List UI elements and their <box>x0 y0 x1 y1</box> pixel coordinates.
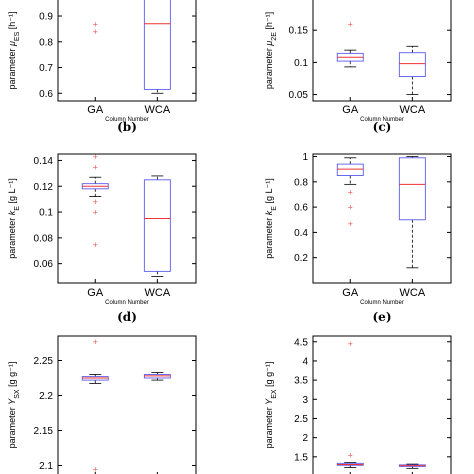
outlier-marker: + <box>92 153 98 161</box>
y-tick-label: 2.5 <box>294 414 308 425</box>
y-tick-label: 2.25 <box>34 356 54 367</box>
outlier-marker: + <box>92 163 98 171</box>
x-axis-label: Column Number <box>360 300 404 306</box>
y-tick-label: 2.15 <box>34 426 54 437</box>
box-iqr <box>398 52 426 77</box>
y-tick-label: 4 <box>302 356 308 367</box>
y-axis-label: parameter μES [h⁻¹] <box>7 11 21 89</box>
panel-caption: (e) <box>373 310 392 324</box>
x-axis-label: Column Number <box>105 300 149 306</box>
box-iqr <box>143 0 171 90</box>
outlier-marker: + <box>92 28 98 36</box>
y-axis-label: parameter YSX [g g⁻¹] <box>7 362 21 449</box>
plot-area-frame <box>312 335 452 474</box>
x-axis-label: Column Number <box>360 117 404 123</box>
outlier-marker: + <box>347 220 353 228</box>
y-tick-label: 0.9 <box>39 12 53 23</box>
panel-caption: (c) <box>373 120 392 134</box>
outlier-marker: + <box>92 20 98 28</box>
y-tick-label: 0.1 <box>39 208 53 219</box>
plot-area-frame <box>312 0 452 102</box>
panel-caption: (d) <box>117 310 137 324</box>
panel-caption: (b) <box>117 120 137 134</box>
y-tick-label: 1 <box>302 152 308 163</box>
y-tick-label: 0.8 <box>294 177 308 188</box>
x-category-label: GA <box>342 104 359 116</box>
plot-area-frame <box>57 335 197 474</box>
plot-area-frame <box>57 0 197 102</box>
y-axis-label: parameter kE [g L⁻¹] <box>264 178 278 258</box>
outlier-marker: + <box>347 340 353 348</box>
y-tick-label: 2.1 <box>39 461 53 472</box>
y-tick-label: 0.6 <box>294 203 308 214</box>
outlier-marker: + <box>92 241 98 249</box>
box-iqr <box>336 163 364 176</box>
y-tick-label: 0.2 <box>294 253 308 264</box>
y-tick-label: 4.5 <box>294 337 308 348</box>
outlier-marker: + <box>347 451 353 459</box>
outlier-marker: + <box>347 20 353 28</box>
y-tick-label: 0.4 <box>294 228 308 239</box>
x-category-label: WCA <box>400 287 426 299</box>
y-tick-label: 0.7 <box>39 63 53 74</box>
y-tick-label: 0.12 <box>34 182 54 193</box>
outlier-marker: + <box>347 188 353 196</box>
outlier-marker: + <box>92 466 98 474</box>
x-category-label: WCA <box>145 104 171 116</box>
y-axis-label: parameter kE [g L⁻¹] <box>7 178 21 258</box>
y-tick-label: 0.05 <box>289 90 309 101</box>
y-tick-label: 2.2 <box>39 391 53 402</box>
x-category-label: WCA <box>400 104 426 116</box>
x-category-label: GA <box>87 104 104 116</box>
x-category-label: GA <box>342 287 359 299</box>
x-axis-label: Column Number <box>105 117 149 123</box>
outlier-marker: + <box>92 338 98 346</box>
x-category-label: GA <box>87 287 104 299</box>
y-tick-label: 0.08 <box>34 233 54 244</box>
y-tick-label: 0.8 <box>39 37 53 48</box>
y-tick-label: 0.1 <box>294 58 308 69</box>
plot-area-frame <box>57 153 197 284</box>
x-category-label: WCA <box>145 287 171 299</box>
y-tick-label: 0.06 <box>34 259 54 270</box>
box-iqr <box>143 179 171 272</box>
y-tick-label: 3.5 <box>294 376 308 387</box>
y-tick-label: 2 <box>302 433 308 444</box>
plot-area-frame <box>312 153 452 284</box>
box-iqr <box>398 157 426 221</box>
y-axis-label: parameter YEX [g g⁻¹] <box>264 362 278 449</box>
y-axis-label: parameter μ2E [h⁻¹] <box>264 12 278 89</box>
outlier-marker: + <box>92 209 98 217</box>
y-tick-label: 0.14 <box>34 156 54 167</box>
y-tick-label: 1.5 <box>294 452 308 463</box>
y-tick-label: 3 <box>302 395 308 406</box>
outlier-marker: + <box>92 198 98 206</box>
outlier-marker: + <box>347 204 353 212</box>
y-tick-label: 0.15 <box>289 26 309 37</box>
y-tick-label: 0.6 <box>39 89 53 100</box>
